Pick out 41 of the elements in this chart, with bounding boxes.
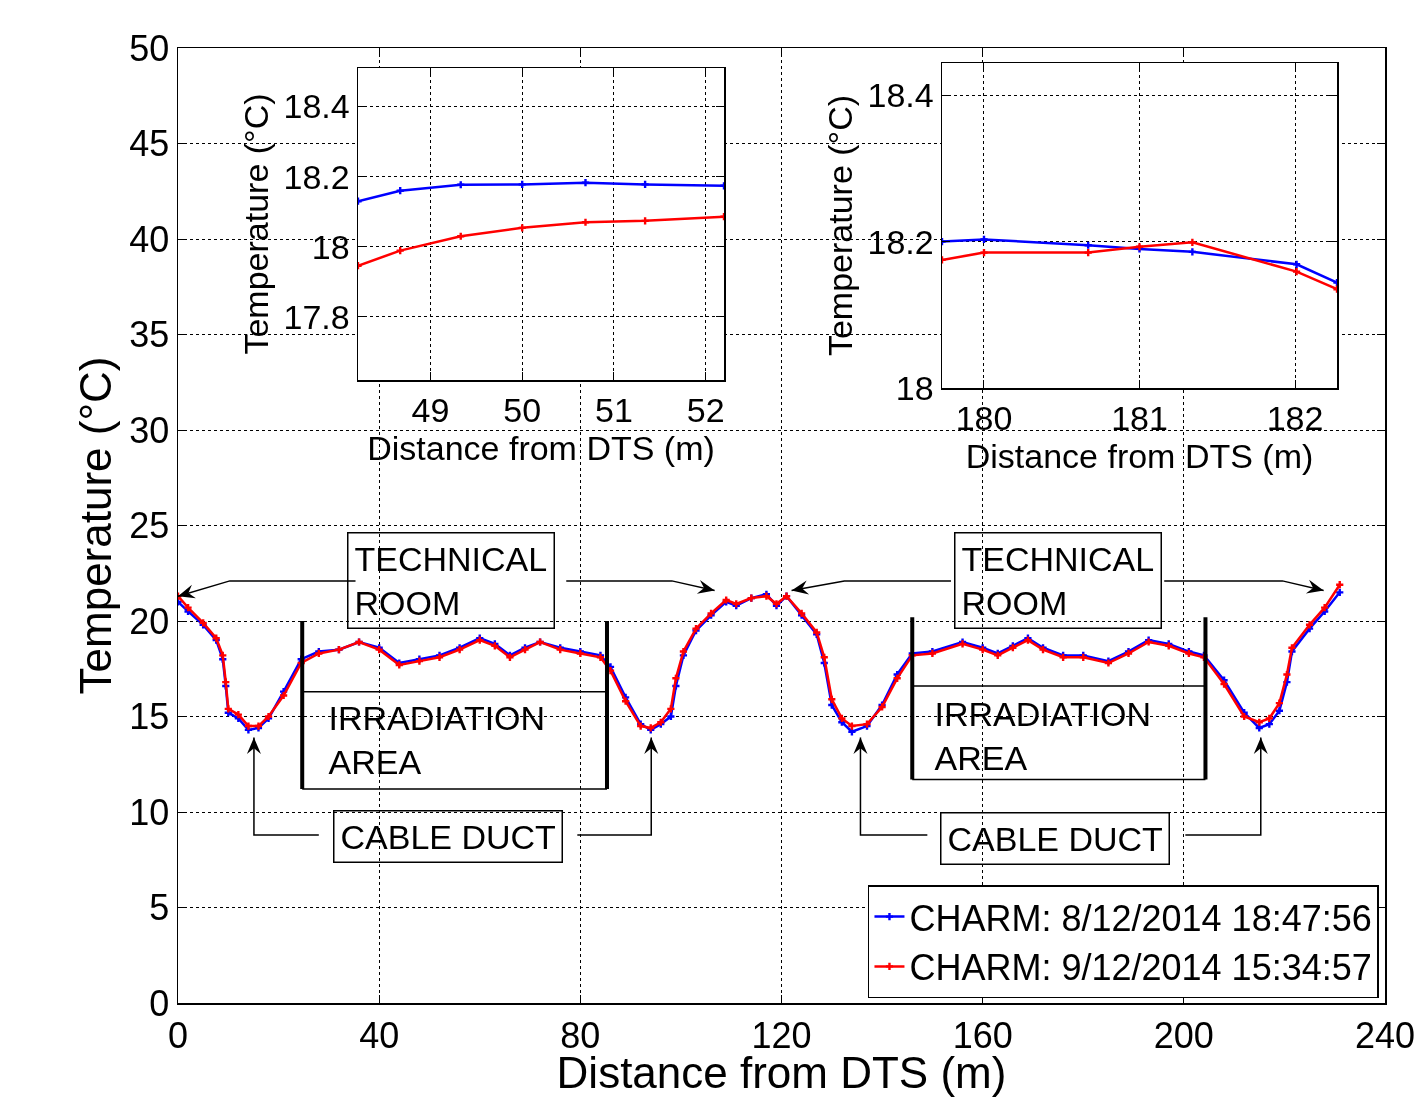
- y-tick-label: 18.2: [283, 157, 350, 196]
- annotation: IRRADIATION AREA: [934, 694, 1152, 777]
- x-axis-title: Distance from DTS (m): [965, 437, 1314, 476]
- y-axis-title: Temperature (°C): [821, 94, 860, 357]
- y-tick-label: 18.2: [867, 222, 934, 261]
- annotation: IRRADIATION AREA: [328, 698, 546, 781]
- y-tick-label: 0: [149, 982, 170, 1024]
- y-tick-label: 20: [129, 600, 170, 642]
- y-tick-label: 25: [129, 505, 170, 547]
- annotation: TECHNICAL ROOM: [961, 539, 1155, 622]
- x-tick-label: 200: [1153, 1014, 1214, 1056]
- x-tick-label: 52: [686, 391, 725, 430]
- y-axis-title: Temperature (°C): [70, 356, 120, 695]
- x-tick-label: 50: [503, 391, 542, 430]
- y-tick-label: 18: [895, 368, 934, 407]
- y-axis-title: Temperature (°C): [237, 93, 276, 355]
- y-tick-label: 10: [129, 791, 170, 833]
- x-tick-label: 40: [359, 1014, 400, 1056]
- y-tick-label: 35: [129, 314, 170, 356]
- legend-label: CHARM: 9/12/2014 15:34:57: [909, 947, 1372, 989]
- annotation: CABLE DUCT: [947, 819, 1163, 858]
- annotation: TECHNICAL ROOM: [354, 539, 548, 622]
- y-tick-label: 15: [129, 696, 170, 738]
- y-tick-label: 17.8: [283, 297, 350, 336]
- x-axis-title: Distance from DTS (m): [367, 429, 715, 468]
- y-tick-label: 18.4: [867, 76, 934, 115]
- legend-label: CHARM: 8/12/2014 18:47:56: [909, 897, 1372, 939]
- x-tick-label: 181: [1111, 399, 1168, 438]
- annotation: CABLE DUCT: [340, 817, 556, 856]
- x-tick-label: 51: [595, 391, 633, 430]
- x-tick-label: 240: [1354, 1014, 1416, 1056]
- y-tick-label: 50: [129, 27, 170, 69]
- y-tick-label: 45: [129, 123, 170, 165]
- y-tick-label: 18.4: [283, 87, 350, 126]
- y-tick-label: 30: [129, 409, 170, 451]
- y-tick-label: 40: [129, 218, 170, 260]
- x-tick-label: 182: [1266, 399, 1324, 438]
- x-tick-label: 49: [411, 391, 450, 430]
- y-tick-label: 5: [149, 887, 170, 929]
- y-tick-label: 18: [311, 227, 350, 266]
- x-tick-label: 180: [955, 399, 1013, 438]
